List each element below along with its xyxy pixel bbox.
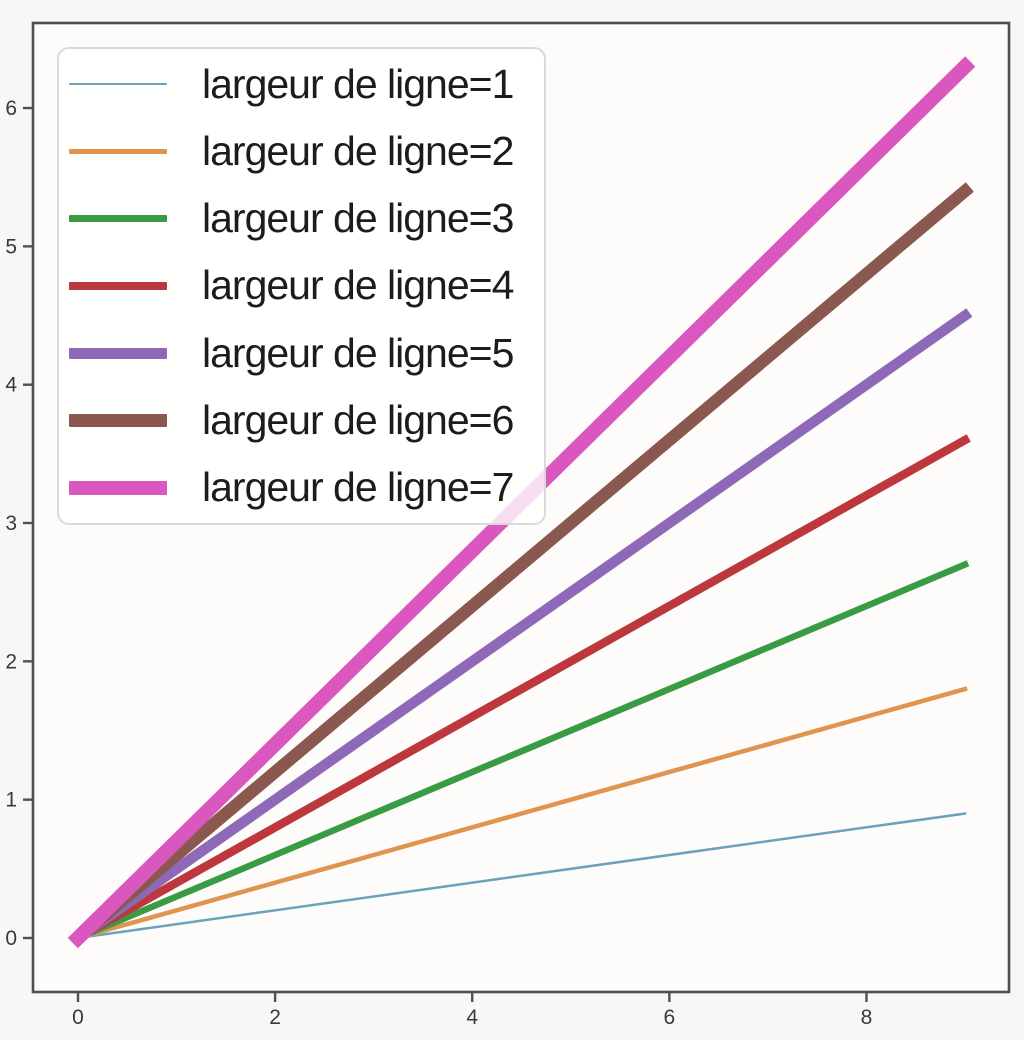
x-tick-label: 6 — [664, 1006, 676, 1029]
y-tick-label: 6 — [5, 97, 17, 120]
legend-item: largeur de ligne=3 — [69, 186, 544, 252]
y-tick-label: 5 — [5, 235, 17, 258]
legend-item: largeur de ligne=6 — [69, 388, 544, 454]
series-line-width-5 — [70, 308, 973, 946]
legend-swatch-width-7 — [69, 480, 167, 496]
legend-label: largeur de ligne=1 — [202, 60, 514, 107]
y-tick-label: 2 — [5, 650, 17, 673]
y-tick-label: 1 — [5, 789, 17, 812]
axes-frame — [31, 21, 1011, 994]
series-line-width-6 — [69, 182, 974, 947]
legend-swatch-width-4 — [69, 281, 167, 291]
legend-item: largeur de ligne=2 — [69, 118, 544, 184]
legend-label: largeur de ligne=5 — [202, 329, 514, 376]
legend-item: largeur de ligne=7 — [69, 455, 544, 521]
legend-label: largeur de ligne=2 — [202, 127, 514, 174]
series-line-width-4 — [72, 434, 971, 944]
legend-label: largeur de ligne=6 — [202, 397, 514, 444]
legend-label: largeur de ligne=7 — [202, 464, 514, 511]
legend-swatch-width-6 — [69, 414, 167, 427]
legend-item: largeur de ligne=5 — [69, 320, 544, 386]
legend-label: largeur de ligne=4 — [202, 262, 514, 309]
legend: largeur de ligne=1 largeur de ligne=2 larg… — [57, 47, 546, 525]
x-tick-label: 8 — [861, 1006, 873, 1029]
series-line-width-2 — [75, 686, 968, 941]
legend-label: largeur de ligne=3 — [202, 195, 514, 242]
x-tick-label: 2 — [269, 1006, 281, 1029]
series-line-width-3 — [73, 560, 970, 943]
legend-swatch-width-2 — [69, 149, 167, 154]
legend-swatch-width-3 — [69, 215, 167, 222]
legend-swatch-width-5 — [69, 348, 167, 359]
x-tick-label: 0 — [72, 1006, 84, 1029]
legend-swatch-width-1 — [69, 82, 167, 86]
y-tick-label: 3 — [5, 512, 17, 535]
y-tick-label: 0 — [5, 927, 17, 950]
series-line-width-1 — [76, 812, 967, 940]
legend-item: largeur de ligne=4 — [69, 253, 544, 319]
y-tick-label: 4 — [5, 374, 17, 397]
x-tick-label: 4 — [466, 1006, 478, 1029]
legend-item: largeur de ligne=1 — [69, 51, 544, 117]
